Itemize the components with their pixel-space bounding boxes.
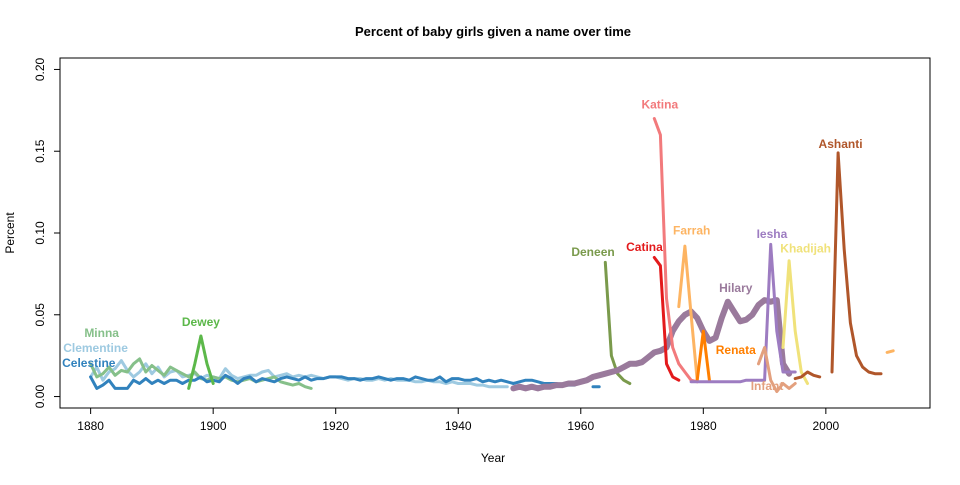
series-label-catina: Catina [626, 240, 663, 254]
series-renata [695, 329, 711, 382]
x-tick-label: 1900 [200, 419, 227, 433]
series-line-farrah [677, 244, 699, 382]
series-label-minna: Minna [84, 326, 119, 340]
series-line-iesha [689, 242, 797, 384]
series-label-clementine: Clementine [63, 341, 128, 355]
series-line-katina [652, 117, 699, 384]
series-label-iesha: Iesha [757, 227, 788, 241]
series-iesha [689, 242, 797, 384]
series-line-dewey [187, 334, 215, 390]
series-label-ashanti: Ashanti [819, 137, 863, 151]
series-line-deneen [603, 260, 632, 385]
series-line-catina [652, 256, 681, 382]
series-deneen [603, 260, 632, 385]
series-celestine [89, 373, 601, 390]
series-line-infant [757, 346, 797, 394]
series-katina [652, 117, 699, 384]
x-axis: 1880 1900 1920 1940 1960 1980 2000 [77, 407, 840, 433]
series-line-farrah [885, 349, 895, 354]
x-tick-label: 1940 [445, 419, 472, 433]
series-label-katina: Katina [641, 98, 678, 112]
series-label-celestine: Celestine [62, 356, 116, 370]
series-label-hilary: Hilary [719, 281, 753, 295]
series-hilary [510, 297, 793, 392]
y-tick-label: 0.15 [33, 139, 47, 163]
series-label-dewey: Dewey [182, 315, 220, 329]
chart-title: Percent of baby girls given a name over … [355, 24, 631, 39]
x-tick-label: 1880 [77, 419, 104, 433]
series-line-hilary [510, 297, 793, 392]
y-tick-label: 0.00 [33, 385, 47, 409]
x-tick-label: 1920 [322, 419, 349, 433]
series-line-ashanti [793, 370, 822, 381]
series-line-celestine [89, 373, 577, 390]
series-ashanti [793, 151, 883, 381]
series-label-khadijah: Khadijah [780, 242, 831, 256]
y-axis-label: Percent [3, 212, 17, 254]
y-tick-label: 0.05 [33, 303, 47, 327]
series-dewey [187, 334, 215, 390]
x-tick-label: 1980 [690, 419, 717, 433]
series-farrah [677, 244, 895, 382]
y-tick-label: 0.10 [33, 221, 47, 245]
series-label-farrah: Farrah [673, 224, 710, 238]
series-line-ashanti [830, 151, 883, 376]
series-layer [89, 117, 895, 394]
x-tick-label: 2000 [812, 419, 839, 433]
series-label-renata: Renata [716, 343, 756, 357]
series-catina [652, 256, 681, 382]
series-label-infant: Infant [751, 379, 784, 393]
y-tick-label: 0.20 [33, 57, 47, 81]
x-axis-label: Year [481, 451, 505, 465]
series-label-deneen: Deneen [571, 245, 614, 259]
x-tick-label: 1960 [567, 419, 594, 433]
series-line-renata [695, 329, 711, 382]
y-axis: 0.00 0.05 0.10 0.15 0.20 [33, 57, 61, 409]
series-infant [757, 346, 797, 394]
